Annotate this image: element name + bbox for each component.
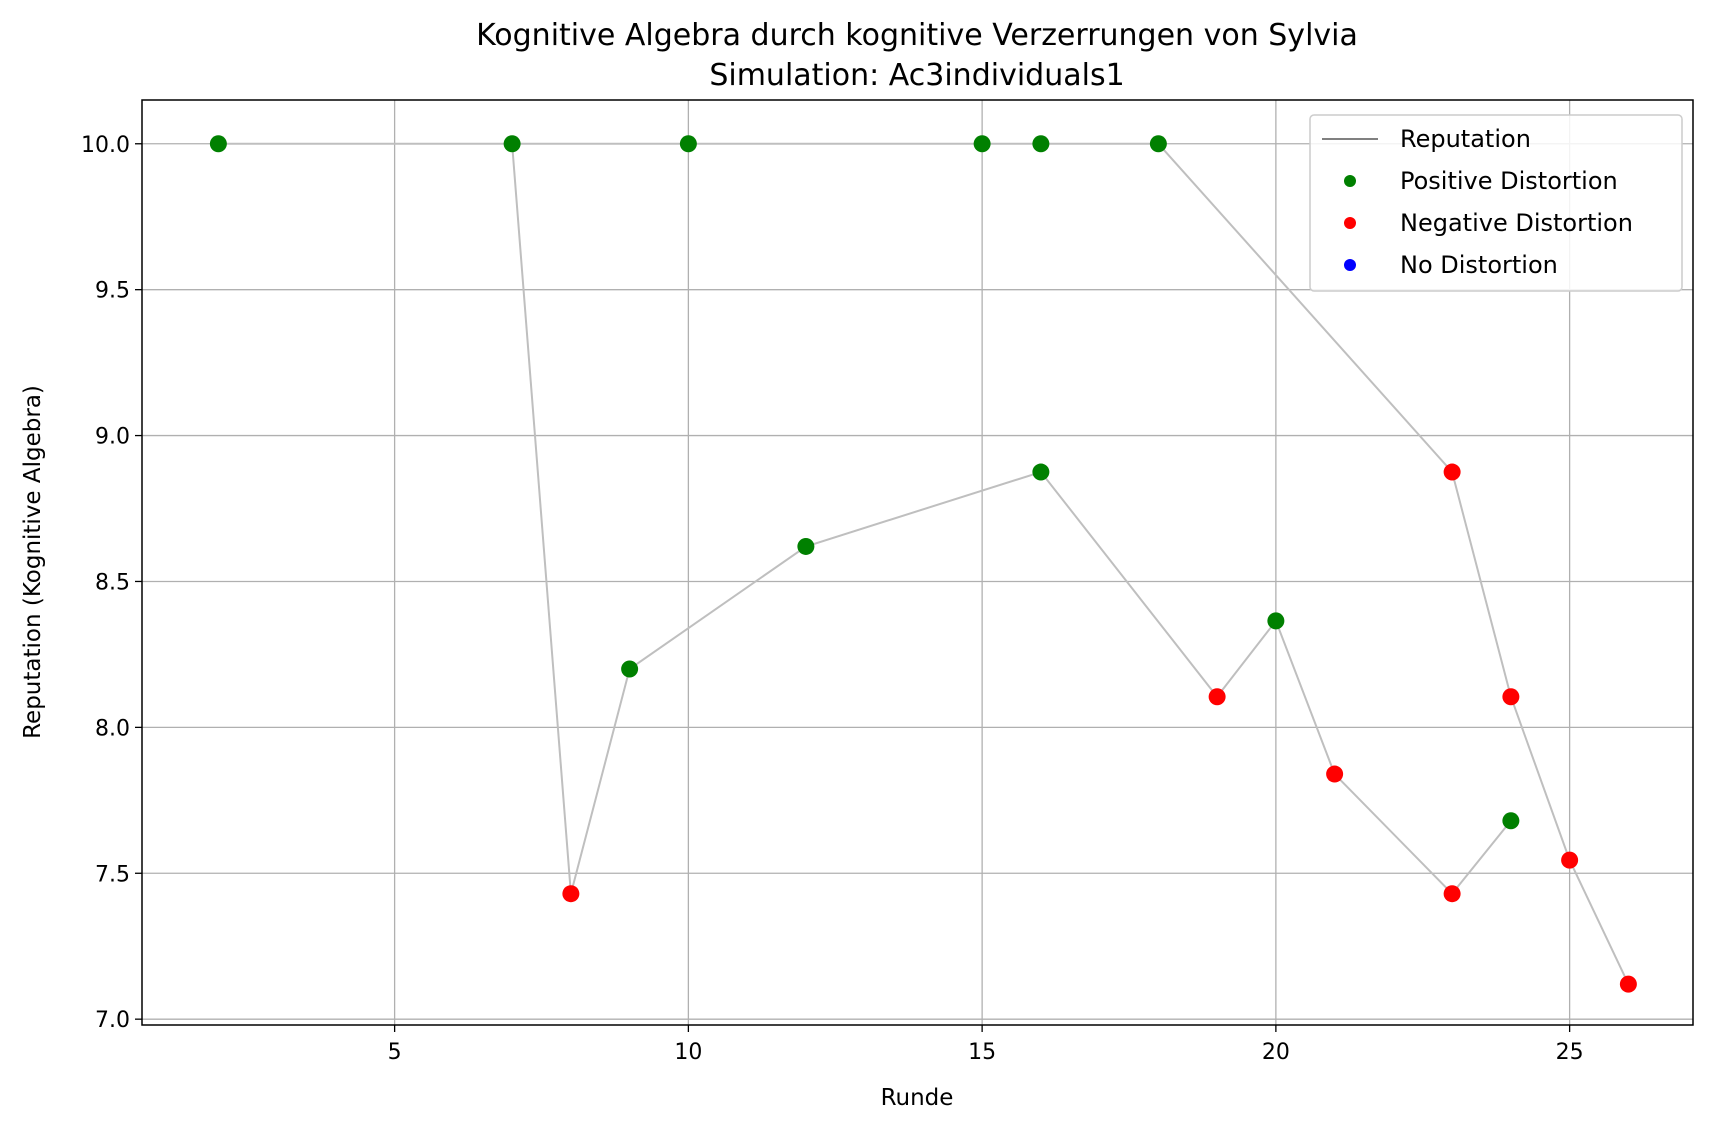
legend-marker-positive bbox=[1344, 175, 1356, 187]
positive-distortion-point bbox=[209, 135, 227, 153]
positive-distortion-point bbox=[973, 135, 991, 153]
negative-distortion-point bbox=[1561, 851, 1579, 869]
y-tick-label: 8.5 bbox=[95, 570, 130, 595]
negative-distortion-point bbox=[562, 885, 580, 903]
positive-distortion-point bbox=[1032, 135, 1050, 153]
y-tick-label: 9.5 bbox=[95, 279, 130, 304]
legend-box bbox=[1309, 114, 1683, 292]
y-tick-label: 7.5 bbox=[95, 862, 130, 887]
positive-distortion-point bbox=[503, 135, 521, 153]
y-tick-label: 8.0 bbox=[95, 716, 130, 741]
y-tick-label: 9.0 bbox=[95, 425, 130, 450]
negative-distortion-point bbox=[1619, 975, 1637, 993]
positive-distortion-point bbox=[797, 537, 815, 555]
legend-label: No Distortion bbox=[1400, 251, 1558, 279]
legend: Reputation Positive Distortion Negative Di… bbox=[1309, 114, 1683, 292]
chart-subtitle: Simulation: Ac3individuals1 bbox=[709, 58, 1124, 93]
negative-distortion-point bbox=[1208, 688, 1226, 706]
plot-frame bbox=[141, 99, 1694, 1026]
positive-distortion-point bbox=[1032, 463, 1050, 481]
y-tick-label: 10.0 bbox=[81, 133, 130, 158]
positive-distortion-point bbox=[1149, 135, 1167, 153]
x-tick-label: 15 bbox=[968, 1040, 996, 1065]
negative-distortion-point bbox=[1443, 885, 1461, 903]
positive-distortion-point bbox=[621, 660, 639, 678]
legend-label: Negative Distortion bbox=[1400, 209, 1633, 237]
x-axis-label: Runde bbox=[881, 1085, 954, 1111]
positive-distortion-point bbox=[1502, 812, 1520, 830]
y-tick-label: 7.0 bbox=[95, 1008, 130, 1033]
negative-distortion-point bbox=[1443, 463, 1461, 481]
positive-distortion-point bbox=[1267, 612, 1285, 630]
x-tick-label: 5 bbox=[388, 1040, 402, 1065]
reputation-line bbox=[511, 143, 1512, 896]
negative-distortion-point bbox=[1502, 688, 1520, 706]
negative-distortion-point bbox=[1326, 765, 1344, 783]
data-points bbox=[209, 135, 1637, 993]
y-axis-ticks: 7.0 7.5 8.0 8.5 9.0 9.5 10.0 bbox=[81, 133, 142, 1033]
y-axis-label: Reputation (Kognitive Algebra) bbox=[20, 385, 46, 739]
chart-title: Kognitive Algebra durch kognitive Verzer… bbox=[476, 18, 1358, 53]
legend-label: Reputation bbox=[1400, 125, 1531, 153]
positive-distortion-point bbox=[679, 135, 697, 153]
legend-label: Positive Distortion bbox=[1400, 167, 1618, 195]
x-tick-label: 10 bbox=[674, 1040, 702, 1065]
x-axis-ticks: 5 10 15 20 25 bbox=[388, 1025, 1584, 1065]
x-tick-label: 25 bbox=[1556, 1040, 1584, 1065]
x-tick-label: 20 bbox=[1262, 1040, 1290, 1065]
legend-marker-negative bbox=[1344, 217, 1356, 229]
legend-marker-none bbox=[1344, 259, 1356, 271]
